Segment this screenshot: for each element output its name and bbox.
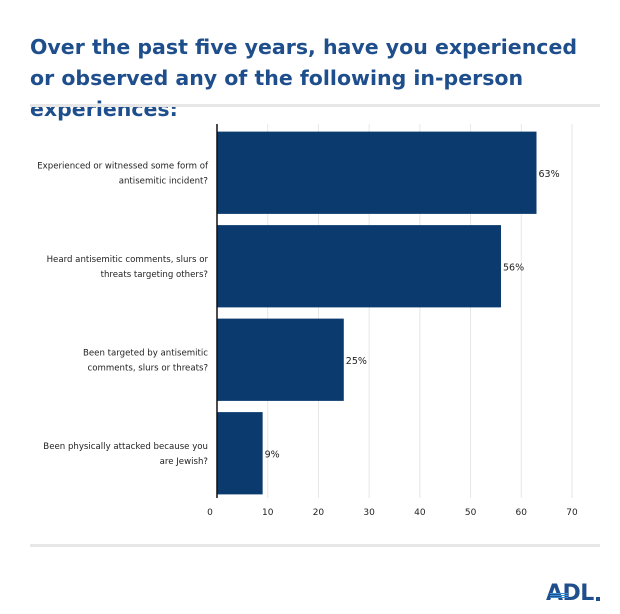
logo-dot <box>595 597 600 601</box>
bar <box>217 225 501 308</box>
data-label: 56% <box>503 262 524 273</box>
bar <box>217 412 263 495</box>
bar-chart: 63% Experienced or witnessed some form of… <box>37 124 578 518</box>
logo-stripes <box>550 593 568 599</box>
x-tick-label: 10 <box>262 508 274 518</box>
chart-title: Over the past five years, have you exper… <box>30 35 578 121</box>
data-label: 63% <box>539 169 560 180</box>
data-label: 25% <box>346 356 367 367</box>
top-divider <box>30 104 600 107</box>
x-tick-label: 50 <box>465 508 477 518</box>
category-label: threats targeting others? <box>101 270 208 280</box>
x-tick-label: 0 <box>207 508 213 518</box>
category-label: antisemitic incident? <box>119 176 208 186</box>
bar <box>217 318 344 401</box>
category-label: Heard antisemitic comments, slurs or <box>47 255 209 265</box>
category-label: are Jewish? <box>160 457 208 467</box>
category-label: Experienced or witnessed some form of <box>37 161 209 171</box>
category-label: comments, slurs or threats? <box>88 363 208 373</box>
adl-logo: ADL <box>546 578 600 606</box>
bar <box>217 131 537 214</box>
x-tick-label: 30 <box>363 508 375 518</box>
x-tick-label: 70 <box>566 508 578 518</box>
data-label: 9% <box>265 449 280 460</box>
category-label: Been targeted by antisemitic <box>83 348 208 358</box>
bottom-divider <box>30 544 600 547</box>
x-tick-label: 40 <box>414 508 426 518</box>
x-tick-label: 60 <box>516 508 528 518</box>
category-label: Been physically attacked because you <box>43 442 208 452</box>
x-tick-label: 20 <box>313 508 325 518</box>
